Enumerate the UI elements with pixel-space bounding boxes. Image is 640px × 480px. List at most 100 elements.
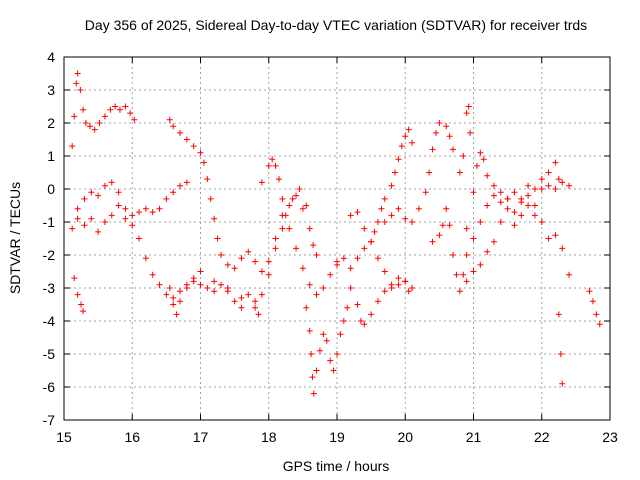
data-point — [211, 215, 218, 222]
data-point — [170, 189, 177, 196]
data-point — [518, 212, 525, 219]
data-point — [467, 129, 474, 136]
data-points — [69, 70, 603, 397]
data-point — [545, 235, 552, 242]
data-point — [490, 238, 497, 245]
data-point — [409, 219, 416, 225]
data-point — [531, 202, 538, 209]
data-point — [354, 255, 361, 262]
data-point — [504, 195, 511, 202]
y-axis-title: SDTVAR / TECUs — [7, 182, 23, 294]
series-segment-c — [74, 179, 306, 311]
x-tick-label: 15 — [56, 429, 72, 445]
data-point — [538, 186, 545, 192]
data-point — [354, 301, 361, 308]
x-tick-labels: 15 16 17 18 19 20 21 22 23 — [56, 429, 618, 445]
data-point — [258, 291, 265, 298]
y-tick-label: -1 — [43, 214, 56, 230]
data-point — [265, 258, 272, 265]
data-point — [552, 159, 559, 166]
data-point — [255, 311, 262, 318]
data-point — [368, 238, 375, 245]
data-point — [74, 70, 81, 77]
data-point — [88, 215, 95, 222]
x-axis-title: GPS time / hours — [283, 458, 390, 474]
data-point — [293, 192, 300, 199]
data-point — [450, 252, 457, 258]
series-segment-a — [69, 70, 138, 150]
data-point — [101, 113, 108, 120]
data-point — [204, 176, 211, 183]
data-point — [566, 271, 573, 278]
data-point — [131, 116, 138, 123]
data-point — [531, 186, 538, 192]
data-point — [439, 222, 446, 229]
y-tick-label: -6 — [43, 379, 56, 395]
data-point — [316, 347, 323, 354]
y-tick-label: -5 — [43, 346, 56, 362]
data-point — [450, 146, 457, 153]
data-point — [340, 318, 347, 324]
data-point — [81, 222, 88, 229]
series-segment-m — [429, 176, 573, 295]
data-point — [183, 179, 190, 186]
data-point — [156, 281, 163, 288]
data-point — [525, 192, 532, 199]
y-tick-label: -4 — [43, 313, 56, 329]
x-tick-label: 17 — [193, 429, 209, 445]
data-point — [340, 255, 347, 262]
data-point — [327, 357, 334, 364]
data-point — [432, 129, 439, 136]
data-point — [552, 186, 559, 192]
data-point — [173, 311, 180, 318]
data-point — [282, 212, 289, 219]
data-point — [163, 291, 170, 298]
data-point — [552, 232, 559, 239]
data-point — [252, 258, 259, 265]
data-point — [538, 219, 545, 225]
data-point — [95, 228, 102, 235]
series-segment-l — [381, 103, 474, 225]
data-point — [77, 87, 84, 93]
data-point — [177, 182, 184, 189]
data-point — [596, 321, 603, 328]
data-point — [586, 288, 593, 295]
data-point — [436, 232, 443, 239]
data-point — [347, 285, 354, 291]
data-point — [265, 271, 272, 278]
data-point — [200, 159, 207, 166]
data-point — [374, 255, 381, 262]
data-point — [405, 288, 412, 295]
data-point — [308, 351, 315, 357]
data-point — [443, 123, 450, 130]
data-point — [289, 195, 296, 202]
data-point — [122, 215, 129, 222]
data-point — [272, 235, 279, 242]
data-point — [334, 351, 340, 357]
series-segment-k — [347, 278, 412, 328]
data-point — [374, 298, 381, 305]
data-point — [74, 205, 81, 212]
data-point — [217, 281, 224, 288]
data-point — [108, 212, 115, 219]
data-point — [286, 202, 293, 209]
y-tick-label: 0 — [47, 181, 55, 197]
data-point — [122, 103, 129, 110]
data-point — [258, 268, 265, 275]
series-segment-g — [258, 156, 320, 258]
series-segment-e — [166, 116, 340, 298]
data-point — [306, 327, 313, 334]
data-point — [293, 245, 300, 252]
data-point — [477, 149, 484, 156]
y-tick-label: 2 — [47, 115, 55, 131]
data-point — [388, 285, 395, 291]
data-point — [470, 189, 477, 196]
data-point — [559, 179, 566, 186]
series-segment-d — [71, 275, 87, 315]
data-point — [95, 192, 102, 199]
data-point — [197, 149, 204, 156]
data-point — [504, 205, 511, 212]
data-point — [166, 285, 173, 291]
data-point — [456, 169, 463, 176]
